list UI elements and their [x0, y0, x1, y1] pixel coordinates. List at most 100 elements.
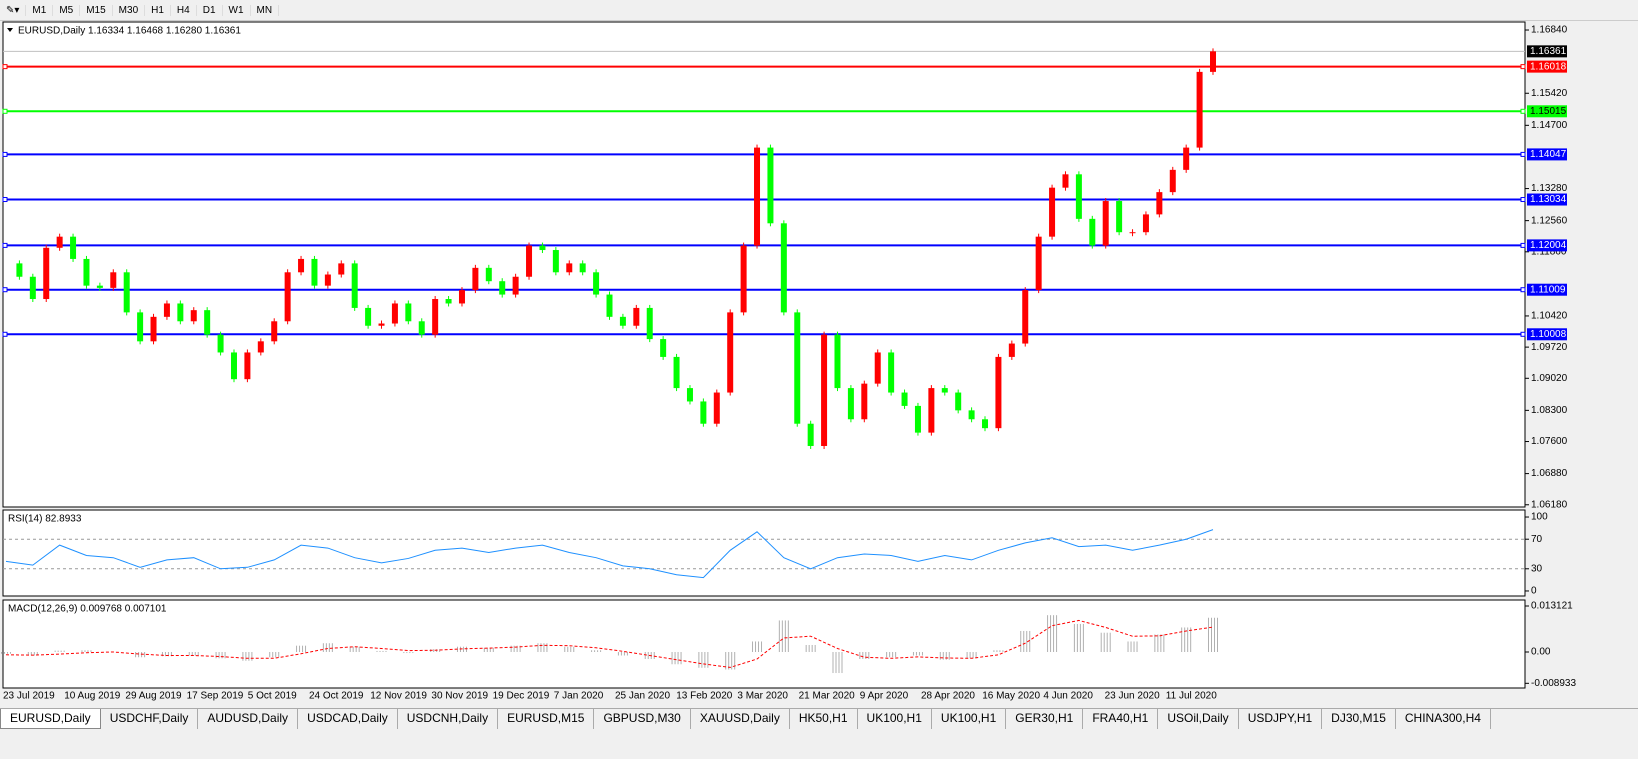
chart-tab[interactable]: USDCAD,Daily [298, 709, 398, 729]
chart-tab[interactable]: USDJPY,H1 [1239, 709, 1323, 729]
candle-body [579, 263, 586, 273]
timeframe-button[interactable]: MN [251, 4, 280, 16]
candle-body [43, 247, 50, 300]
level-handle [1520, 197, 1526, 203]
pane-title: RSI(14) 82.8933 [8, 514, 82, 525]
level-handle [1520, 331, 1526, 337]
candle-body [1116, 201, 1123, 233]
level-label-bg [1527, 283, 1567, 296]
candle-body [378, 323, 385, 326]
x-tick-label: 21 Mar 2020 [799, 691, 856, 702]
timeframe-button[interactable]: M30 [113, 4, 146, 16]
candle-body [418, 321, 425, 335]
chart-tab[interactable]: USDCNH,Daily [398, 709, 499, 729]
toolbar: ✎▾ M1 M5 M15 M30 H1 H4 D1 W1 MN [0, 0, 1638, 21]
candle-body [110, 272, 117, 288]
tab-bar: EURUSD,Daily USDCHF,Daily AUDUSD,Daily USDC… [0, 708, 1638, 729]
level-label-bg [1527, 60, 1567, 73]
x-tick-label: 17 Sep 2019 [187, 691, 244, 702]
candle-body [1196, 71, 1203, 148]
level-handle [1520, 287, 1526, 293]
rsi-line [5, 529, 1214, 579]
level-handle [2, 197, 8, 203]
pane-title: MACD(12,26,9) 0.009768 0.007101 [8, 604, 167, 615]
candle-body [1062, 174, 1069, 188]
candle-body [271, 321, 278, 342]
x-tick-label: 4 Jun 2020 [1043, 691, 1093, 702]
candle-body [526, 245, 533, 277]
level-label: 1.14047 [1530, 149, 1567, 160]
candle-body [150, 316, 157, 342]
pane-frame [2, 599, 1526, 689]
candle-body [982, 419, 989, 429]
level-label: 1.12004 [1530, 240, 1567, 251]
chart-tab[interactable]: UK100,H1 [932, 709, 1007, 729]
timeframe-button[interactable]: D1 [197, 4, 223, 16]
candle-body [1102, 201, 1109, 246]
candle-body [29, 276, 36, 300]
x-tick-label: 23 Jul 2019 [3, 691, 55, 702]
candle-body [794, 312, 801, 424]
candle-body [163, 303, 170, 317]
chart-tab[interactable]: GBPUSD,M30 [594, 709, 691, 729]
candle-body [177, 303, 184, 322]
x-tick-label: 25 Jan 2020 [615, 691, 670, 702]
y-tick-label: 1.08300 [1531, 405, 1568, 416]
x-tick-label: 12 Nov 2019 [370, 691, 427, 702]
timeframe-button[interactable]: H1 [145, 4, 171, 16]
chart-tab[interactable]: GER30,H1 [1006, 709, 1084, 729]
candle-body [901, 392, 908, 406]
level-label: 1.15015 [1530, 106, 1567, 117]
y-tick-label: 1.09020 [1531, 373, 1568, 384]
candle-body [190, 310, 197, 322]
candle-body [955, 392, 962, 411]
chart-tab[interactable]: USDCHF,Daily [101, 709, 199, 729]
candle-body [83, 258, 90, 286]
timeframe-button[interactable]: H4 [171, 4, 197, 16]
candle-body [244, 352, 251, 380]
candle-body [740, 245, 747, 313]
chart-tab[interactable]: FRA40,H1 [1083, 709, 1159, 729]
x-tick-label: 16 May 2020 [982, 691, 1040, 702]
candle-body [1156, 192, 1163, 215]
y-tick-label: 0.013121 [1531, 601, 1573, 612]
candle-body [137, 312, 144, 342]
candle-body [928, 388, 935, 433]
level-label-bg [1527, 328, 1567, 341]
candle-body [727, 312, 734, 393]
x-tick-label: 13 Feb 2020 [676, 691, 733, 702]
chart: EURUSD,Daily 1.16334 1.16468 1.16280 1.1… [1, 21, 1576, 702]
timeframe-button[interactable]: M1 [26, 4, 54, 16]
candle-body [1035, 236, 1042, 291]
x-tick-label: 10 Aug 2019 [64, 691, 121, 702]
price-label-bg [1527, 45, 1567, 58]
candle-body [888, 352, 895, 393]
candle-body [754, 147, 761, 246]
chart-tab[interactable]: AUDUSD,Daily [198, 709, 299, 729]
timeframe-button[interactable]: W1 [223, 4, 251, 16]
candle-body [660, 339, 667, 357]
chart-tab[interactable]: EURUSD,M15 [498, 709, 595, 729]
chart-tab[interactable]: DJ30,M15 [1322, 709, 1396, 729]
chart-tab[interactable]: HK50,H1 [790, 709, 858, 729]
level-label: 1.16018 [1530, 61, 1567, 72]
timeframe-button[interactable]: M5 [53, 4, 81, 16]
x-tick-label: 30 Nov 2019 [431, 691, 488, 702]
x-tick-label: 5 Oct 2019 [248, 691, 297, 702]
chart-tab[interactable]: XAUUSD,Daily [691, 709, 790, 729]
candle-body [458, 290, 465, 304]
candle-body [96, 285, 103, 288]
tool-icon[interactable]: ✎▾ [0, 4, 27, 16]
chart-tab[interactable]: EURUSD,Daily [0, 709, 101, 729]
candle-body [1142, 214, 1149, 233]
chart-tab[interactable]: UK100,H1 [858, 709, 932, 729]
candle-body [767, 147, 774, 224]
chart-tab[interactable]: USOil,Daily [1158, 709, 1239, 729]
y-tick-label: 0.00 [1531, 647, 1551, 658]
chart-tab[interactable]: CHINA300,H4 [1396, 709, 1491, 729]
price-label: 1.16361 [1530, 46, 1567, 57]
timeframe-button[interactable]: M15 [80, 4, 113, 16]
candle-body [780, 223, 787, 313]
candle-body [56, 236, 63, 248]
